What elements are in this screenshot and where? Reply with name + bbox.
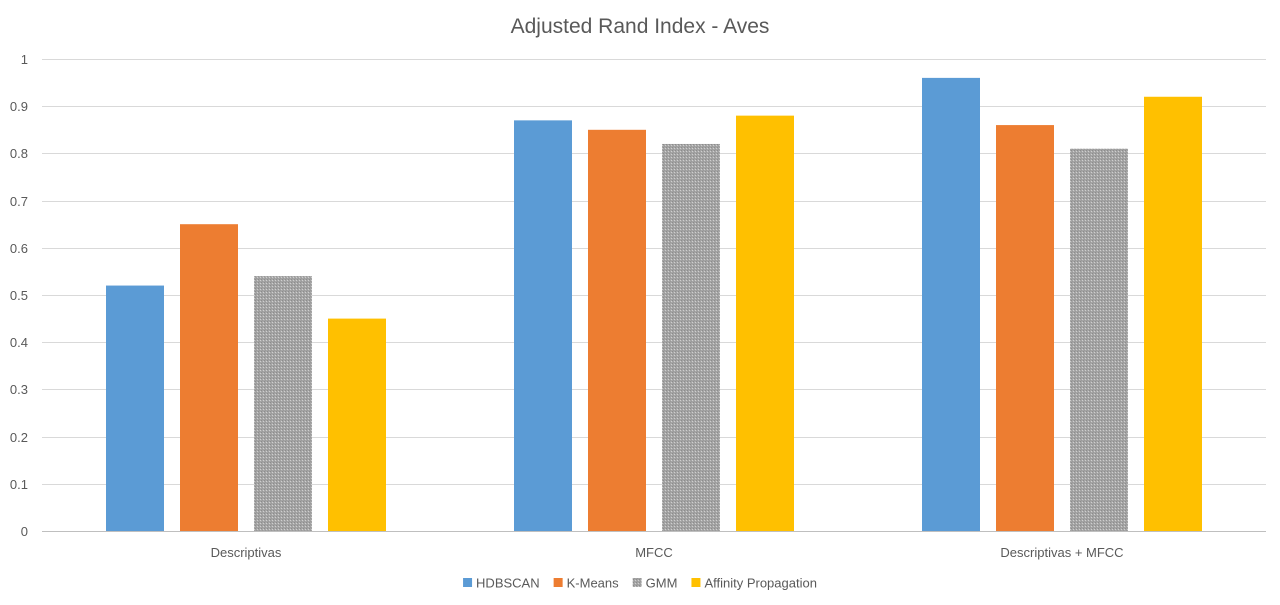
x-tick-label: Descriptivas + MFCC	[1000, 545, 1123, 560]
bar-affinity-propagation-1	[328, 318, 386, 531]
bar-hdbscan-3	[922, 77, 980, 531]
chart-title: Adjusted Rand Index - Aves	[511, 15, 770, 38]
bar-gmm-2	[662, 143, 720, 531]
bar-k-means-3	[996, 125, 1054, 531]
y-tick-label: 0.5	[10, 288, 28, 303]
legend-label: Affinity Propagation	[704, 576, 817, 591]
y-tick-label: 0.7	[10, 194, 28, 209]
legend-swatch-k-means	[553, 578, 563, 587]
legend: HDBSCAN K-Means GMM Affinity Propagation	[463, 576, 817, 591]
legend-label: GMM	[646, 576, 678, 591]
y-tick-label: 0.2	[10, 430, 28, 445]
y-tick-label: 0.1	[10, 477, 28, 492]
legend-label: HDBSCAN	[476, 576, 540, 591]
legend-label: K-Means	[567, 576, 620, 591]
bar-affinity-propagation-3	[1144, 96, 1202, 531]
bar-affinity-propagation-2	[736, 115, 794, 531]
bar-k-means-2	[588, 129, 646, 532]
bar-gmm-1	[254, 276, 312, 531]
y-tick-label: 0	[21, 524, 28, 539]
y-tick-label: 0.4	[10, 335, 28, 350]
x-tick-label: MFCC	[635, 545, 673, 560]
y-tick-label: 0.6	[10, 241, 28, 256]
legend-swatch-affinity-propagation	[691, 578, 701, 587]
bar-hdbscan-1	[106, 285, 164, 531]
legend-swatch-gmm	[632, 578, 642, 587]
bars	[106, 77, 1202, 532]
bar-hdbscan-2	[514, 120, 572, 532]
y-tick-label: 0.9	[10, 99, 28, 114]
y-tick-label: 0.8	[10, 146, 28, 161]
y-axis-ticks: 0 0.1 0.2 0.3 0.4 0.5 0.6 0.7 0.8 0.9 1	[10, 52, 28, 539]
gridlines	[42, 59, 1266, 532]
x-axis-ticks: Descriptivas MFCC Descriptivas + MFCC	[211, 545, 1124, 560]
y-tick-label: 0.3	[10, 382, 28, 397]
x-tick-label: Descriptivas	[211, 545, 282, 560]
bar-gmm-3	[1070, 148, 1128, 531]
bar-k-means-1	[180, 224, 238, 531]
legend-swatch-hdbscan	[463, 578, 473, 587]
y-tick-label: 1	[21, 52, 28, 67]
